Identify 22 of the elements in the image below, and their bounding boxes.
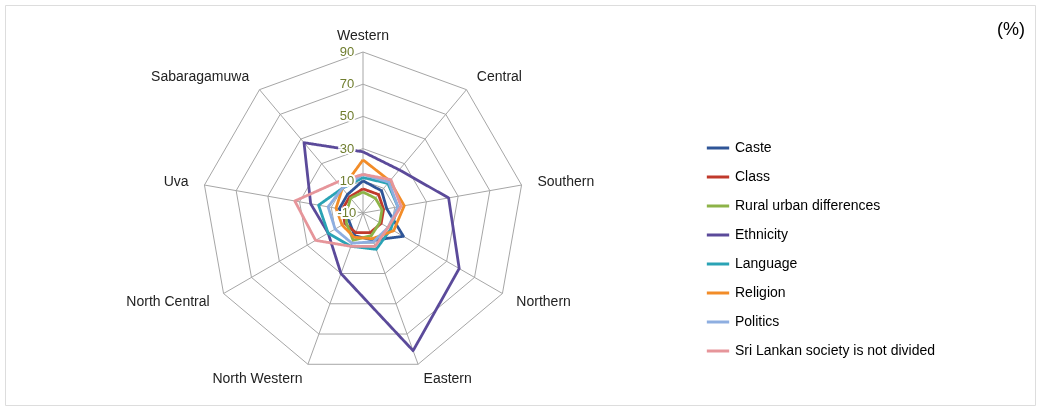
y-tick-label: 70 (339, 76, 355, 92)
spoke-label: Southern (537, 173, 595, 190)
y-tick-label: -10 (337, 205, 357, 220)
legend-label: Caste (735, 139, 772, 155)
spoke-label: Eastern (423, 370, 472, 387)
legend-label: Class (735, 168, 771, 184)
text: (%) (997, 19, 1025, 39)
y-tick-label: 50 (339, 108, 355, 124)
legend-label: Ethnicity (735, 226, 788, 242)
legend-label: Sri Lankan society is not divided (735, 342, 935, 358)
y-tick-label: 90 (339, 44, 355, 59)
spoke-label: Northern (516, 292, 571, 309)
spoke-label: Sabaragamuwa (151, 68, 250, 85)
spoke-label: North Central (126, 292, 210, 309)
legend-label: Rural urban differences (735, 197, 881, 213)
spoke-label: Western (337, 26, 389, 43)
legend-label: Politics (735, 313, 780, 329)
spoke-label: Central (476, 68, 522, 85)
spoke-label: North Western (212, 370, 303, 387)
legend-label: Language (735, 255, 798, 271)
legend-label: Religion (735, 284, 786, 300)
spoke-label: Uva (163, 173, 189, 190)
